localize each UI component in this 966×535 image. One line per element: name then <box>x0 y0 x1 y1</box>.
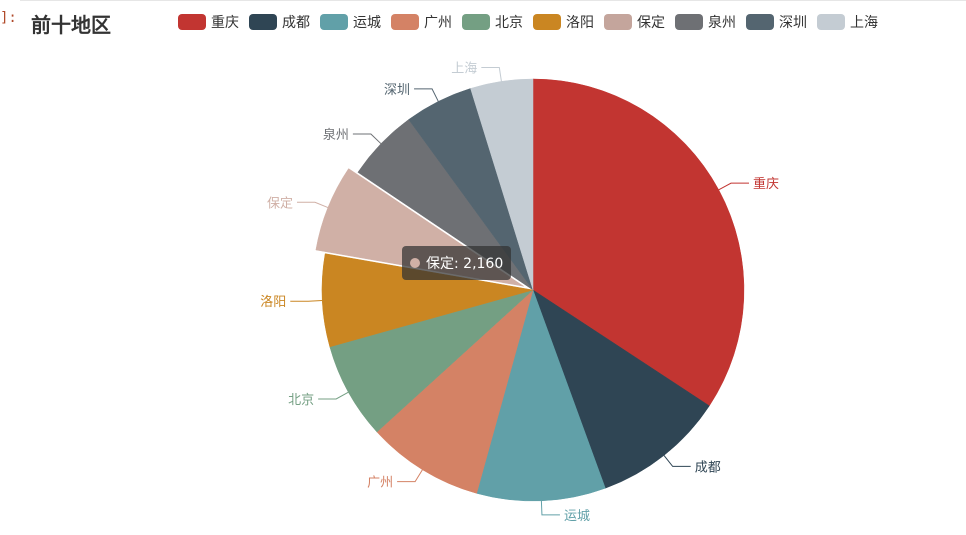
tooltip-color-dot <box>410 258 420 268</box>
legend-label: 深圳 <box>779 15 807 31</box>
legend-item-5[interactable]: 洛阳 <box>533 12 594 32</box>
cell-prompt-mark: ]: <box>0 10 17 26</box>
legend-label: 洛阳 <box>566 15 594 31</box>
pie-slice-2[interactable] <box>476 289 606 502</box>
legend-item-7[interactable]: 泉州 <box>675 12 736 32</box>
legend-swatch <box>817 14 845 30</box>
slice-label-2: 运城 <box>564 509 590 524</box>
pie-slice-4[interactable] <box>329 289 534 433</box>
slice-label-8: 深圳 <box>384 83 410 98</box>
chart-title: 前十地区 <box>31 13 111 37</box>
legend-item-0[interactable]: 重庆 <box>178 12 239 32</box>
legend-item-3[interactable]: 广州 <box>391 12 452 32</box>
legend-swatch <box>320 14 348 30</box>
legend-swatch <box>604 14 632 30</box>
legend-swatch <box>391 14 419 30</box>
slice-label-line-2 <box>540 500 560 516</box>
pie-slice-5[interactable] <box>321 253 534 348</box>
legend-label: 广州 <box>424 15 452 31</box>
slice-label-3: 广州 <box>367 476 393 491</box>
pie-slices <box>315 78 745 502</box>
legend-label: 运城 <box>353 15 381 31</box>
legend-label: 重庆 <box>211 15 239 31</box>
slice-label-7: 泉州 <box>323 127 349 143</box>
slice-label-line-1 <box>663 455 691 467</box>
legend-swatch <box>746 14 774 30</box>
legend-item-9[interactable]: 上海 <box>817 12 878 32</box>
legend-item-8[interactable]: 深圳 <box>746 12 807 32</box>
slice-label-6: 保定 <box>267 196 293 211</box>
tooltip-text: 保定: 2,160 <box>426 256 504 272</box>
slice-label-line-6 <box>296 201 329 208</box>
slice-label-line-5 <box>290 300 323 302</box>
pie-slice-0[interactable] <box>532 78 745 407</box>
legend-item-6[interactable]: 保定 <box>604 12 665 32</box>
legend-swatch <box>462 14 490 30</box>
chart-legend: 重庆 成都 运城 广州 北京 洛阳 保定 泉州 深圳 上海 <box>178 11 888 33</box>
legend-swatch <box>249 14 277 30</box>
slice-label-9: 上海 <box>451 62 477 77</box>
slice-label-0: 重庆 <box>753 176 779 192</box>
slice-label-line-0 <box>718 182 750 191</box>
slice-label-1: 成都 <box>695 460 721 475</box>
legend-item-2[interactable]: 运城 <box>320 12 381 32</box>
top-rule <box>20 0 966 4</box>
legend-label: 成都 <box>282 15 310 31</box>
slice-label-line-8 <box>414 88 439 102</box>
legend-item-4[interactable]: 北京 <box>462 12 523 32</box>
legend-label: 北京 <box>495 15 523 31</box>
legend-swatch <box>675 14 703 30</box>
slice-label-line-4 <box>318 391 349 400</box>
slice-label-5: 洛阳 <box>260 295 286 310</box>
legend-label: 保定 <box>637 15 665 31</box>
legend-label: 上海 <box>850 15 878 31</box>
slice-label-line-9 <box>481 67 502 82</box>
chart-tooltip: 保定: 2,160 <box>402 246 512 280</box>
legend-swatch <box>533 14 561 30</box>
slice-label-4: 北京 <box>288 393 314 408</box>
slice-label-line-7 <box>352 133 382 145</box>
legend-swatch <box>178 14 206 30</box>
legend-item-1[interactable]: 成都 <box>249 12 310 32</box>
legend-label: 泉州 <box>708 15 736 31</box>
slice-label-line-3 <box>397 469 423 483</box>
